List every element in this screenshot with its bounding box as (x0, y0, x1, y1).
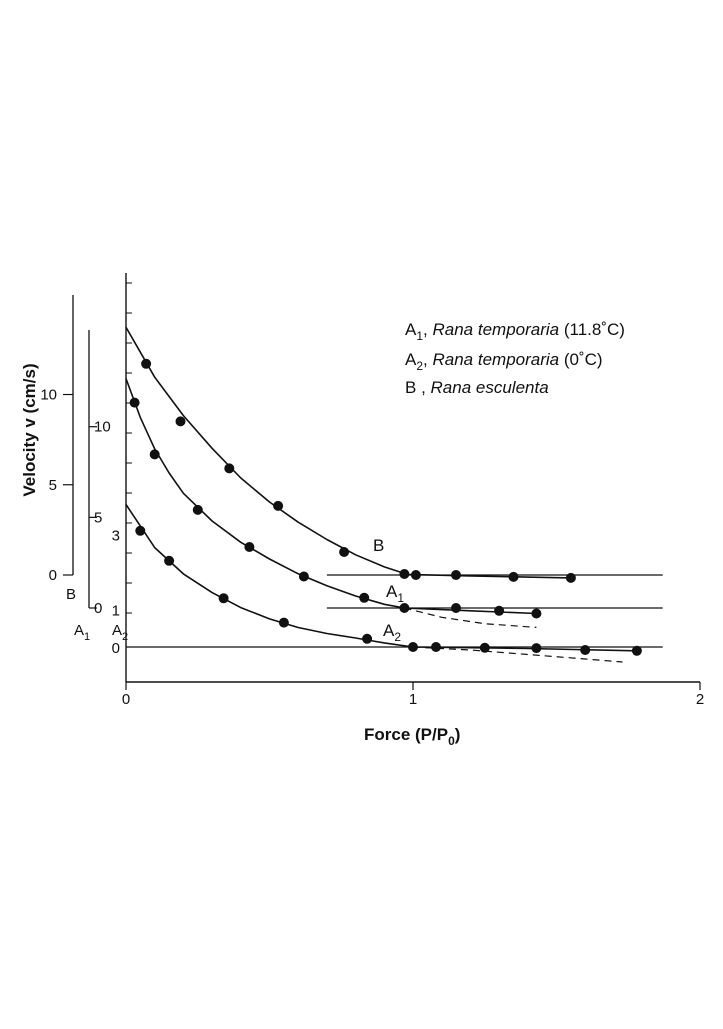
data-point-a1 (451, 603, 461, 613)
x-tick-label-2: 2 (696, 691, 704, 708)
data-point-a1 (494, 605, 505, 616)
data-point-b (141, 358, 152, 369)
data-point-a2 (631, 645, 642, 656)
x-tick-label-1: 1 (409, 691, 417, 708)
data-point-b (410, 570, 421, 580)
data-point-a1 (399, 603, 410, 613)
scale-a2-tick-label: 3 (112, 528, 120, 545)
data-point-b (508, 571, 519, 582)
data-point-b (273, 500, 284, 511)
data-point-a1 (149, 449, 160, 460)
data-point-a2 (135, 525, 146, 536)
dashed-extension-a2 (412, 646, 623, 663)
x-tick-label-0: 0 (122, 691, 130, 708)
scale-a2-tick-label: 1 (112, 603, 120, 620)
data-point-b (399, 569, 410, 579)
data-point-a1 (192, 504, 203, 515)
legend-entry-1: A1, Rana temporaria (11.8˚C) (405, 320, 625, 343)
data-point-b (565, 572, 576, 583)
data-point-a1 (244, 542, 255, 552)
scale-a1-tick-label: 5 (94, 509, 102, 526)
scale-label-a2: A2 (112, 622, 128, 643)
x-axis-title: Force (P/P0) (364, 725, 460, 748)
data-point-a2 (531, 643, 542, 654)
scale-b-tick-label: 0 (49, 567, 57, 584)
data-point-a1 (298, 571, 309, 582)
series-label-b: B (373, 536, 384, 555)
scale-b-tick-label: 5 (49, 477, 57, 494)
data-point-a1 (129, 397, 140, 408)
data-point-a2 (164, 555, 175, 566)
scale-b-tick-label: 10 (40, 387, 57, 404)
dashed-extension-a1 (404, 607, 537, 628)
scale-a1-tick-label: 10 (94, 419, 111, 436)
scale-label-a1: A1 (74, 622, 90, 643)
data-point-a2 (362, 633, 373, 644)
data-point-a2 (479, 642, 490, 653)
data-point-a2 (431, 642, 441, 652)
legend-entry-2: A2, Rana temporaria (0˚C) (405, 350, 603, 373)
series-layer: B A1 A2 (125, 326, 663, 663)
data-point-a1 (531, 608, 542, 619)
data-point-a2 (580, 645, 591, 655)
data-point-a1 (359, 592, 370, 603)
data-point-b (451, 570, 461, 580)
data-point-b (339, 547, 350, 557)
series-label-a1: A1 (386, 582, 404, 605)
scale-label-b: B (66, 586, 76, 603)
axes (125, 273, 701, 690)
legend: A1, Rana temporaria (11.8˚C) A2, Rana tem… (405, 320, 625, 397)
y-axis-title: Velocity v (cm/s) (20, 363, 39, 496)
data-point-b (175, 416, 186, 427)
series-label-a2: A2 (383, 621, 401, 644)
curve-a1 (125, 378, 537, 615)
data-point-a2 (218, 593, 229, 604)
scale-a1-tick-label: 0 (94, 600, 102, 617)
scale-a2-tick-label: 0 (112, 640, 120, 657)
data-point-a2 (408, 642, 418, 652)
legend-entry-3: B , Rana esculenta (405, 378, 549, 397)
data-point-a2 (278, 617, 289, 628)
data-point-b (224, 463, 235, 474)
